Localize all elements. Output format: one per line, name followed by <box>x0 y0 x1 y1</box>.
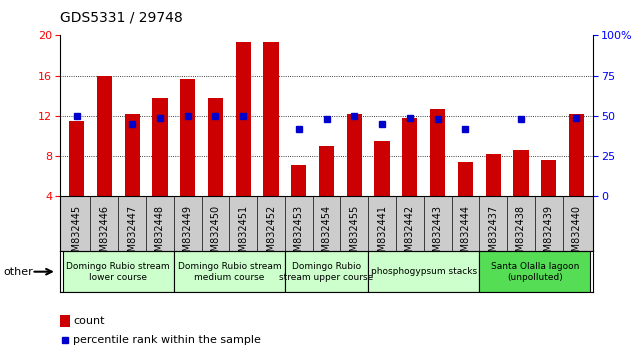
Text: GSM832453: GSM832453 <box>294 205 304 264</box>
Bar <box>513 150 529 196</box>
Text: GSM832448: GSM832448 <box>155 205 165 264</box>
Bar <box>430 109 445 196</box>
Text: GSM832454: GSM832454 <box>322 205 331 264</box>
Bar <box>402 118 418 196</box>
Bar <box>208 98 223 196</box>
Text: GSM832442: GSM832442 <box>405 205 415 264</box>
Text: GSM832444: GSM832444 <box>461 205 470 264</box>
Text: GSM832455: GSM832455 <box>350 205 359 264</box>
Text: Domingo Rubio stream
lower course: Domingo Rubio stream lower course <box>66 262 170 282</box>
Text: GSM832439: GSM832439 <box>544 205 554 264</box>
Bar <box>69 121 85 196</box>
Text: GSM832446: GSM832446 <box>99 205 109 264</box>
Text: GSM832449: GSM832449 <box>183 205 192 264</box>
Text: count: count <box>73 316 105 326</box>
Text: GSM832445: GSM832445 <box>71 205 81 264</box>
Text: GSM832437: GSM832437 <box>488 205 498 264</box>
Bar <box>291 165 307 196</box>
Text: GSM832443: GSM832443 <box>433 205 442 264</box>
Text: Domingo Rubio
stream upper course: Domingo Rubio stream upper course <box>280 262 374 282</box>
Bar <box>374 141 390 196</box>
Text: GDS5331 / 29748: GDS5331 / 29748 <box>60 11 183 25</box>
Bar <box>62 251 174 292</box>
Text: other: other <box>3 267 33 277</box>
Text: GSM832447: GSM832447 <box>127 205 137 264</box>
Bar <box>480 251 591 292</box>
Text: phosphogypsum stacks: phosphogypsum stacks <box>370 267 477 276</box>
Bar <box>369 251 480 292</box>
Bar <box>263 42 279 196</box>
Bar <box>152 98 168 196</box>
Bar <box>457 162 473 196</box>
Text: percentile rank within the sample: percentile rank within the sample <box>73 335 261 345</box>
Bar <box>60 315 69 327</box>
Text: GSM832440: GSM832440 <box>572 205 582 264</box>
Bar <box>541 160 557 196</box>
Bar <box>285 251 369 292</box>
Bar <box>346 114 362 196</box>
Bar <box>124 114 140 196</box>
Bar <box>180 79 196 196</box>
Text: GSM832441: GSM832441 <box>377 205 387 264</box>
Text: GSM832452: GSM832452 <box>266 205 276 264</box>
Text: GSM832450: GSM832450 <box>211 205 220 264</box>
Text: Santa Olalla lagoon
(unpolluted): Santa Olalla lagoon (unpolluted) <box>491 262 579 282</box>
Bar <box>235 42 251 196</box>
Bar <box>569 114 584 196</box>
Bar <box>319 146 334 196</box>
Text: Domingo Rubio stream
medium course: Domingo Rubio stream medium course <box>177 262 281 282</box>
Bar <box>174 251 285 292</box>
Text: GSM832438: GSM832438 <box>516 205 526 264</box>
Bar <box>485 154 501 196</box>
Bar <box>97 76 112 196</box>
Text: GSM832451: GSM832451 <box>239 205 248 264</box>
